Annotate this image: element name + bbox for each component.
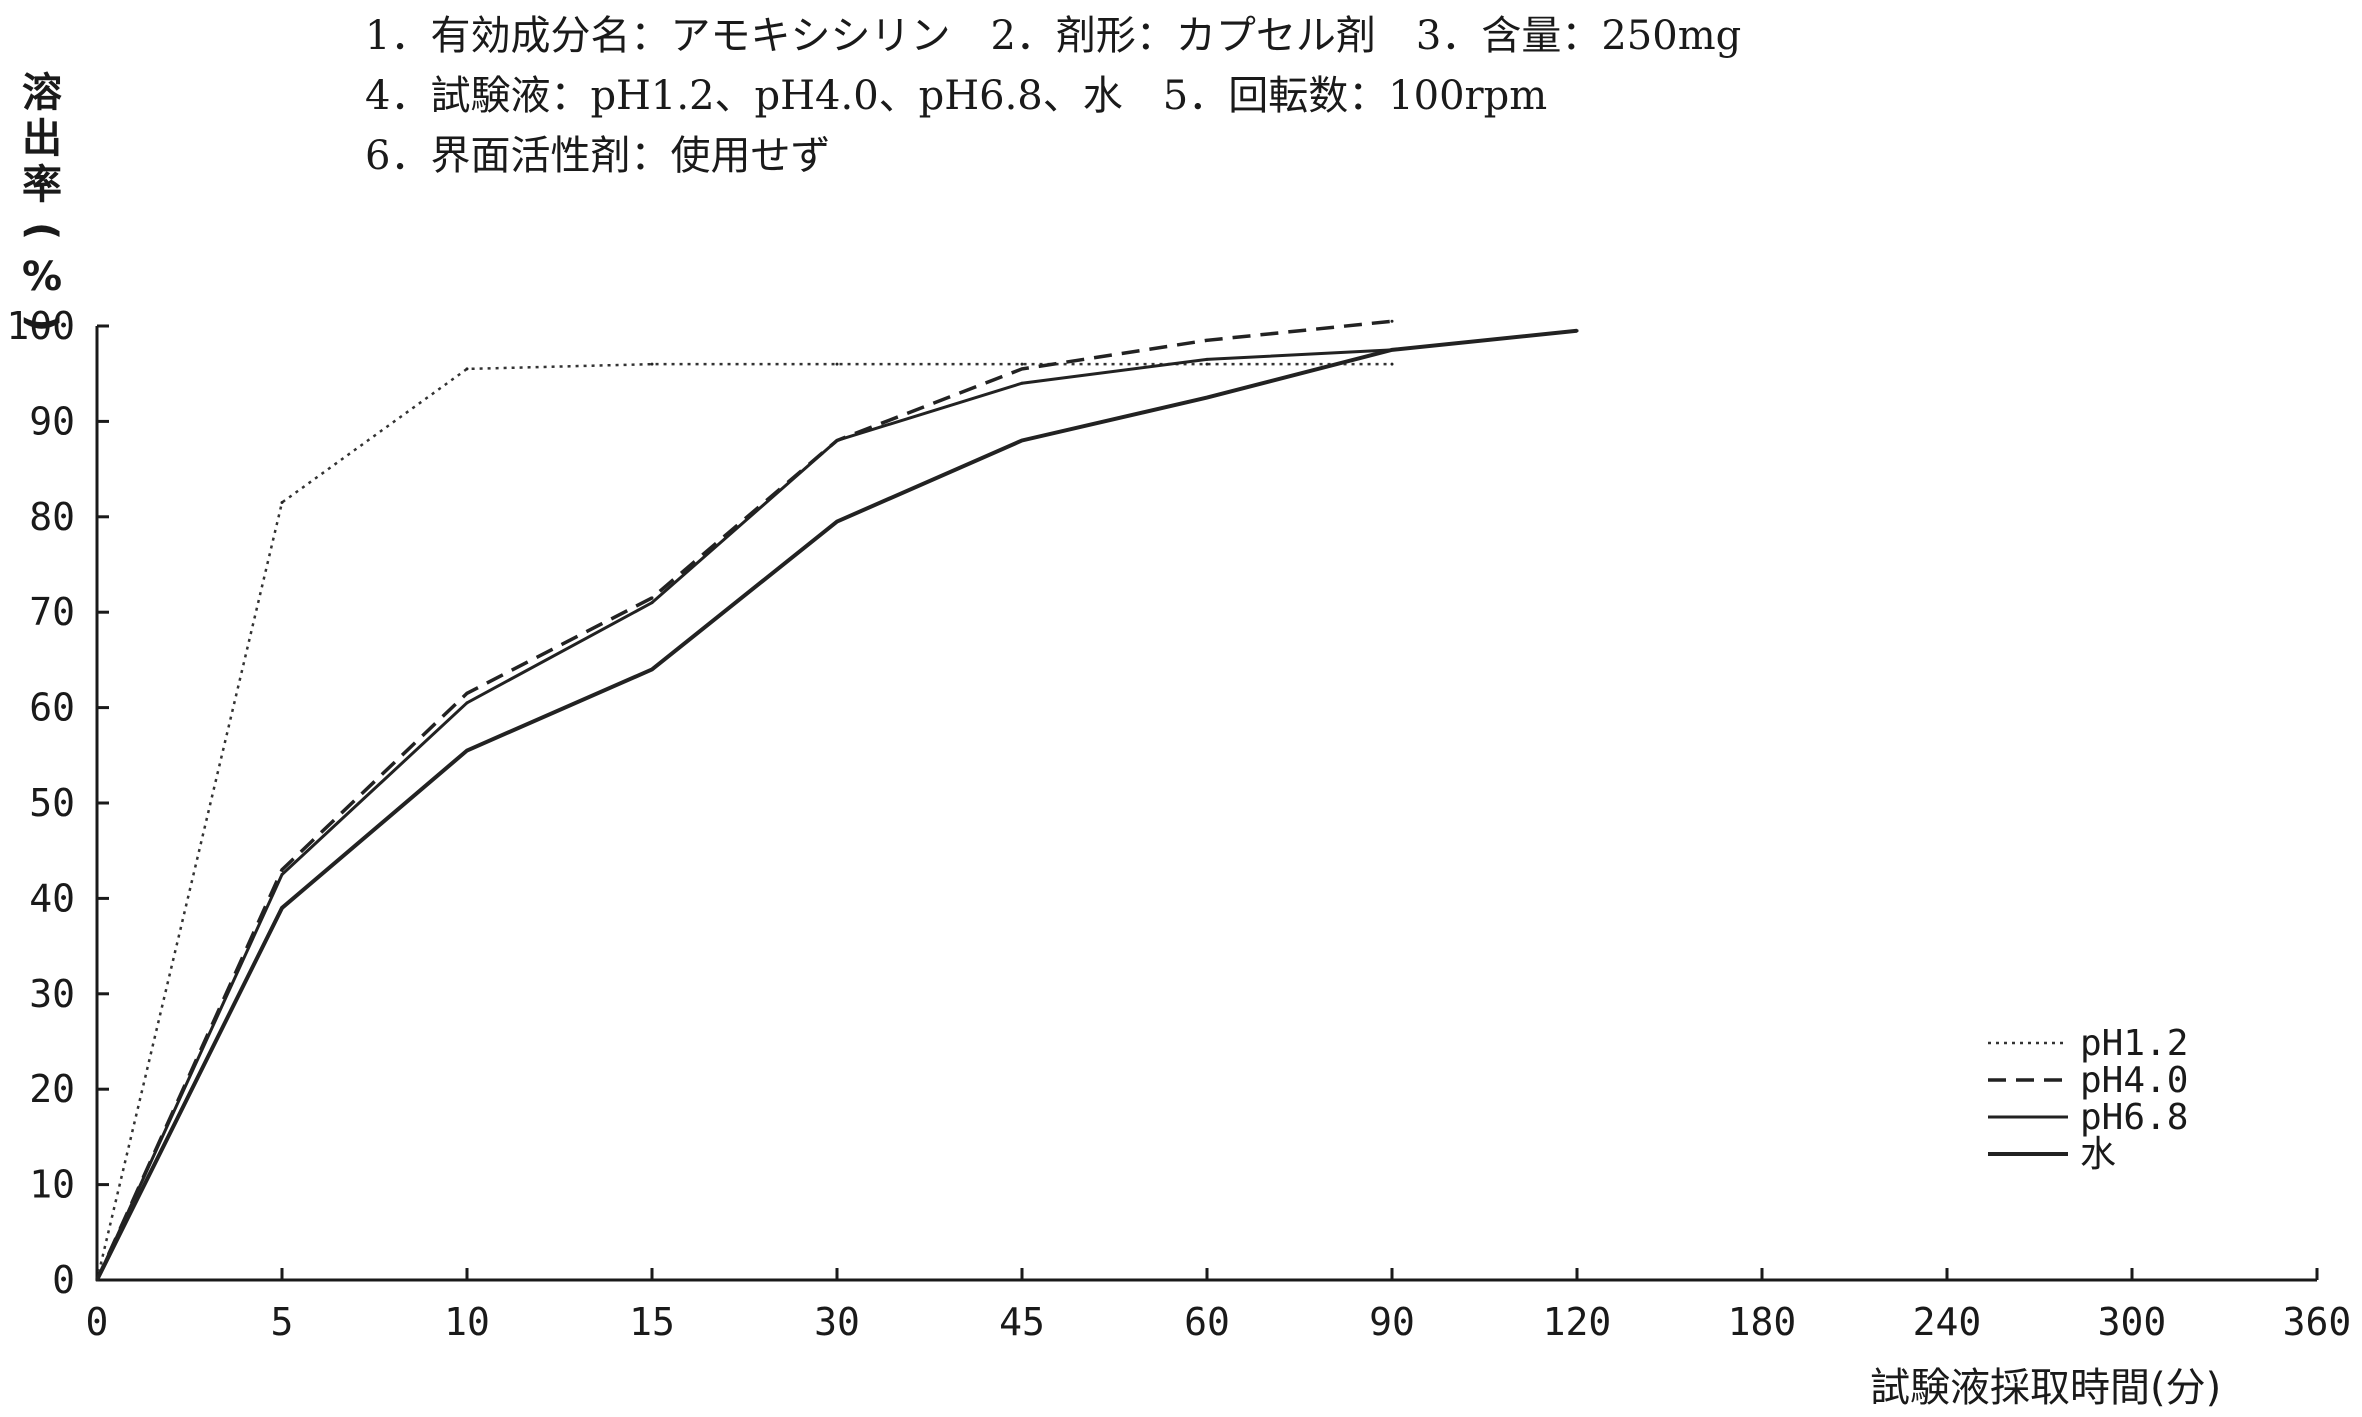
data-point [1020, 362, 1024, 366]
y-tick-label: 20 [29, 1067, 75, 1111]
x-tick-label: 300 [2098, 1300, 2167, 1344]
y-tick-label: 50 [29, 781, 75, 825]
data-point [280, 500, 284, 504]
legend-entry: pH1.2 [2080, 1023, 2188, 1064]
y-tick-label: 0 [52, 1258, 75, 1302]
data-point [465, 749, 469, 753]
y-tick-label: 10 [29, 1163, 75, 1207]
title-line-3: 6．界面活性剤：使用せず [365, 133, 831, 179]
data-point [650, 362, 654, 366]
data-point [1205, 396, 1209, 400]
data-point [1390, 362, 1394, 366]
data-point [835, 520, 839, 524]
y-label-char: 溶 [22, 70, 62, 116]
x-tick-label: 90 [1369, 1300, 1415, 1344]
data-point [650, 601, 654, 605]
title-line-2: 4．試験液：pH1.2、pH4.0、pH6.8、水 5．回転数：100rpm [365, 73, 1548, 119]
x-tick-label: 60 [1184, 1300, 1230, 1344]
y-tick-label: 60 [29, 686, 75, 730]
data-point [1205, 357, 1209, 361]
x-tick-label: 180 [1728, 1300, 1797, 1344]
data-point [280, 868, 284, 872]
y-tick-label: 30 [29, 972, 75, 1016]
y-label-char: % [21, 254, 63, 300]
x-tick-label: 240 [1913, 1300, 1982, 1344]
x-tick-label: 0 [86, 1300, 109, 1344]
data-point [1020, 438, 1024, 442]
x-tick-label: 45 [999, 1300, 1045, 1344]
data-point [280, 873, 284, 877]
title-line-1: 1．有効成分名：アモキシシリン 2．剤形：カプセル剤 3．含量：250mg [365, 13, 1742, 59]
data-point [280, 906, 284, 910]
data-point [95, 1278, 99, 1282]
series-line-3 [95, 329, 1578, 1281]
data-point [1020, 367, 1024, 371]
x-tick-label: 360 [2283, 1300, 2352, 1344]
series-line-2 [95, 319, 1393, 1281]
data-point [1205, 338, 1209, 342]
data-point [835, 438, 839, 442]
x-tick-label: 120 [1543, 1300, 1612, 1344]
x-tick-label: 15 [629, 1300, 675, 1344]
data-point [1020, 381, 1024, 385]
series-lines [95, 319, 1579, 1282]
data-point [1390, 348, 1394, 352]
data-point [465, 367, 469, 371]
data-point [650, 667, 654, 671]
y-tick-label: 90 [29, 399, 75, 443]
data-point [465, 701, 469, 705]
data-point [1390, 319, 1394, 323]
y-tick-label: 100 [6, 304, 75, 348]
legend-entry: 水 [2080, 1134, 2116, 1175]
axes: 0 10 20 30 40 50 60 70 80 90 100 0 5 10 15 30 45 60 90 120 1… [6, 304, 2351, 1344]
y-label-char: 出 [22, 116, 62, 162]
legend-entry: pH4.0 [2080, 1060, 2188, 1101]
y-label-char: 率 [22, 162, 62, 208]
chart-title: 1．有効成分名：アモキシシリン 2．剤形：カプセル剤 3．含量：250mg 4．… [365, 6, 1741, 186]
data-point [1205, 362, 1209, 366]
x-tick-label: 10 [444, 1300, 490, 1344]
legend-entry: pH6.8 [2080, 1097, 2188, 1138]
y-tick-label: 80 [29, 495, 75, 539]
series-line-4 [95, 328, 1578, 1281]
data-point [1575, 329, 1579, 333]
y-tick-label: 70 [29, 590, 75, 634]
data-point [465, 691, 469, 695]
x-tick-label: 30 [814, 1300, 860, 1344]
series-line-1 [95, 362, 1392, 1281]
x-axis-label: 試験液採取時間(分) [1870, 1365, 2222, 1411]
x-tick-label: 5 [271, 1300, 294, 1344]
data-point [650, 596, 654, 600]
y-tick-label: 40 [29, 876, 75, 920]
data-point [835, 362, 839, 366]
y-axis-label: 溶 出 率 ( % ) [14, 70, 70, 346]
